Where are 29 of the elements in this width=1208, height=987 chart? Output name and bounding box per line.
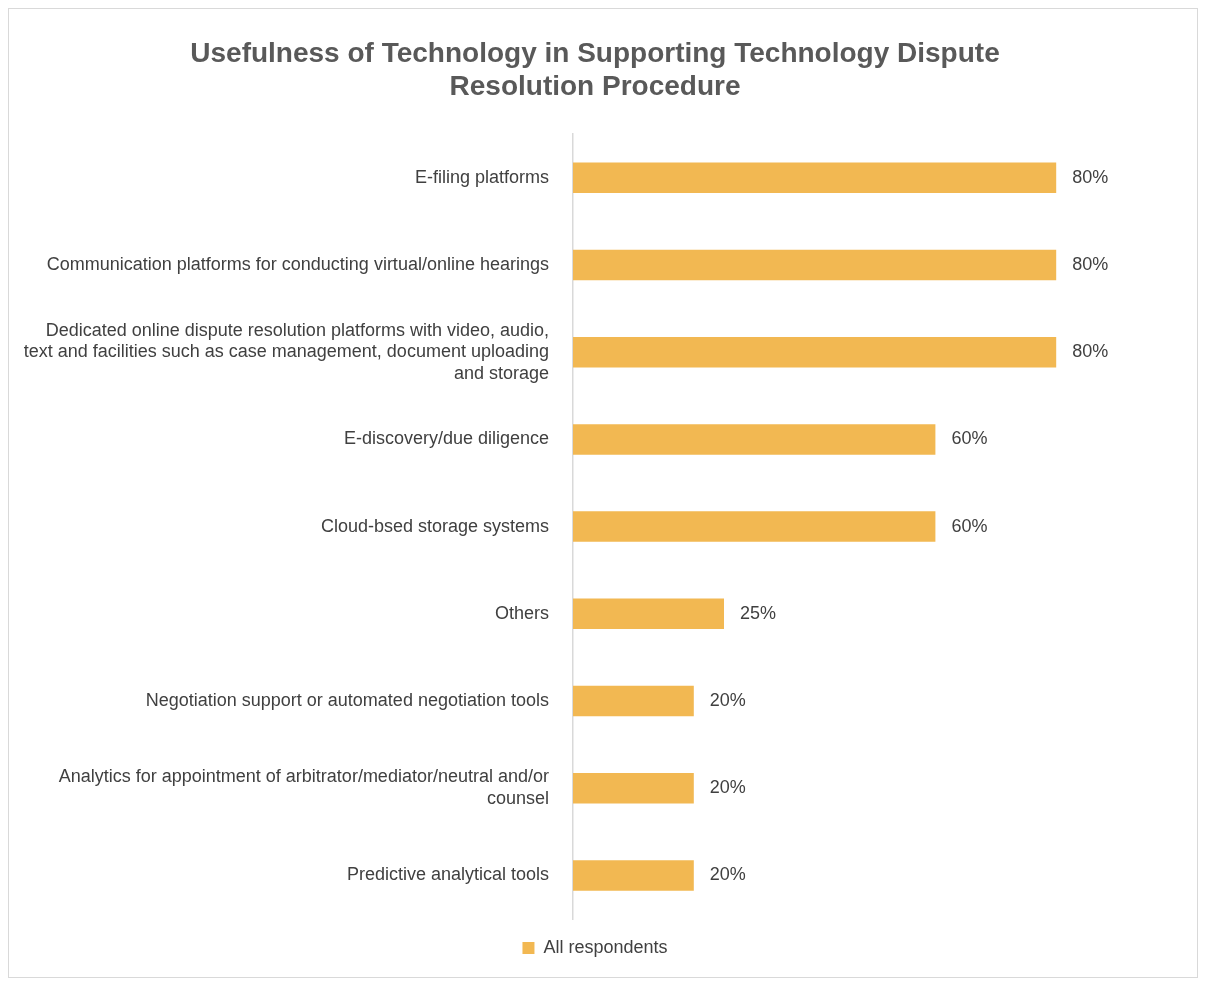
data-label: 60% [951, 428, 988, 449]
bar [573, 598, 724, 630]
y-tick-label: Others [494, 602, 549, 623]
bar [573, 860, 694, 891]
bar [573, 511, 936, 542]
data-label: 80% [1072, 166, 1109, 187]
y-tick-label: Negotiation support or automated negotiation tools [145, 689, 549, 710]
bar [573, 685, 694, 717]
y-tick-label: E-filing platforms [414, 166, 549, 187]
y-tick-label: Communication platforms for conducting virtual/online hearings [46, 253, 549, 274]
data-label: 80% [1072, 341, 1109, 362]
data-label: 25% [740, 602, 777, 623]
y-tick-label: Cloud-bsed storage systems [320, 515, 549, 536]
bar [573, 424, 936, 455]
y-tick-label: E-discovery/due diligence [343, 428, 549, 449]
data-label: 20% [709, 864, 746, 885]
y-tick-label: Predictive analytical tools [346, 864, 549, 885]
y-tick-label: Analytics for appointment of arbitrator/mediator/neutral and/or counsel [58, 766, 549, 808]
bar [573, 249, 1057, 281]
data-label: 60% [951, 515, 988, 536]
data-label: 80% [1072, 253, 1109, 274]
bar [573, 772, 694, 804]
bar [573, 162, 1057, 194]
data-label: 20% [709, 777, 746, 798]
bar [573, 336, 1057, 368]
data-label: 20% [709, 689, 746, 710]
legend-label: All respondents [543, 936, 668, 957]
y-tick-label: Dedicated online dispute resolution platforms with video, audio, text and facilities such as case management, document uploading and storage [23, 319, 549, 383]
chart-title: Usefulness of Technology in Supporting Technology Dispute Resolution Procedure [190, 36, 1000, 102]
